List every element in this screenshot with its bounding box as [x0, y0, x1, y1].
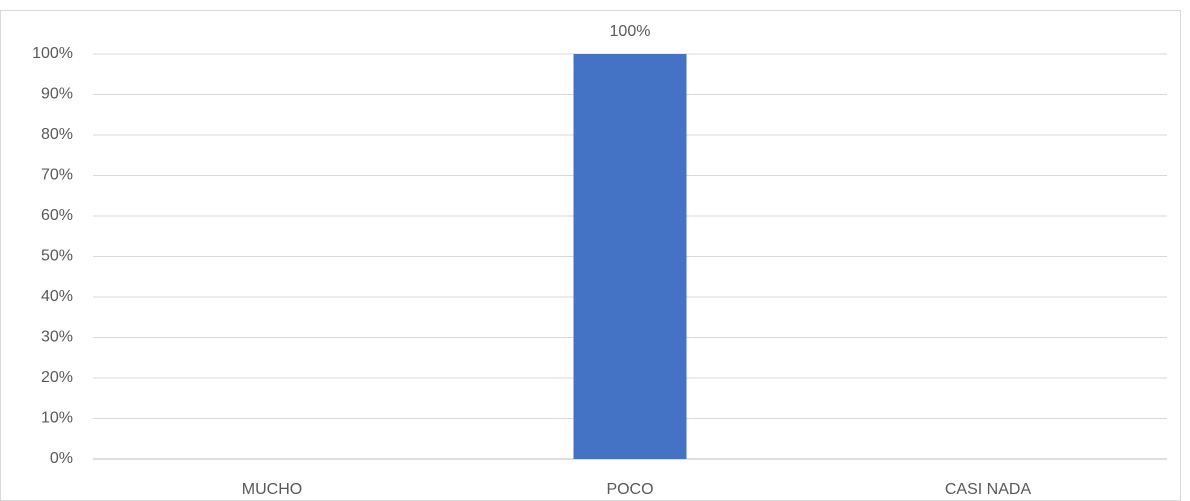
x-tick-label: POCO: [606, 481, 653, 498]
y-tick-label: 80%: [41, 126, 73, 143]
y-tick-label: 90%: [41, 86, 73, 103]
y-tick-label: 30%: [41, 329, 73, 346]
x-tick-label: MUCHO: [242, 481, 302, 498]
data-label: 100%: [610, 23, 651, 40]
y-tick-label: 70%: [41, 167, 73, 184]
y-tick-label: 60%: [41, 207, 73, 224]
y-tick-label: 50%: [41, 248, 73, 265]
y-tick-label: 40%: [41, 288, 73, 305]
bar: [573, 54, 687, 459]
y-tick-label: 10%: [41, 410, 73, 427]
x-tick-label: CASI NADA: [945, 481, 1032, 498]
y-tick-label: 20%: [41, 369, 73, 386]
y-tick-label: 0%: [50, 450, 73, 467]
y-tick-label: 100%: [32, 45, 73, 62]
